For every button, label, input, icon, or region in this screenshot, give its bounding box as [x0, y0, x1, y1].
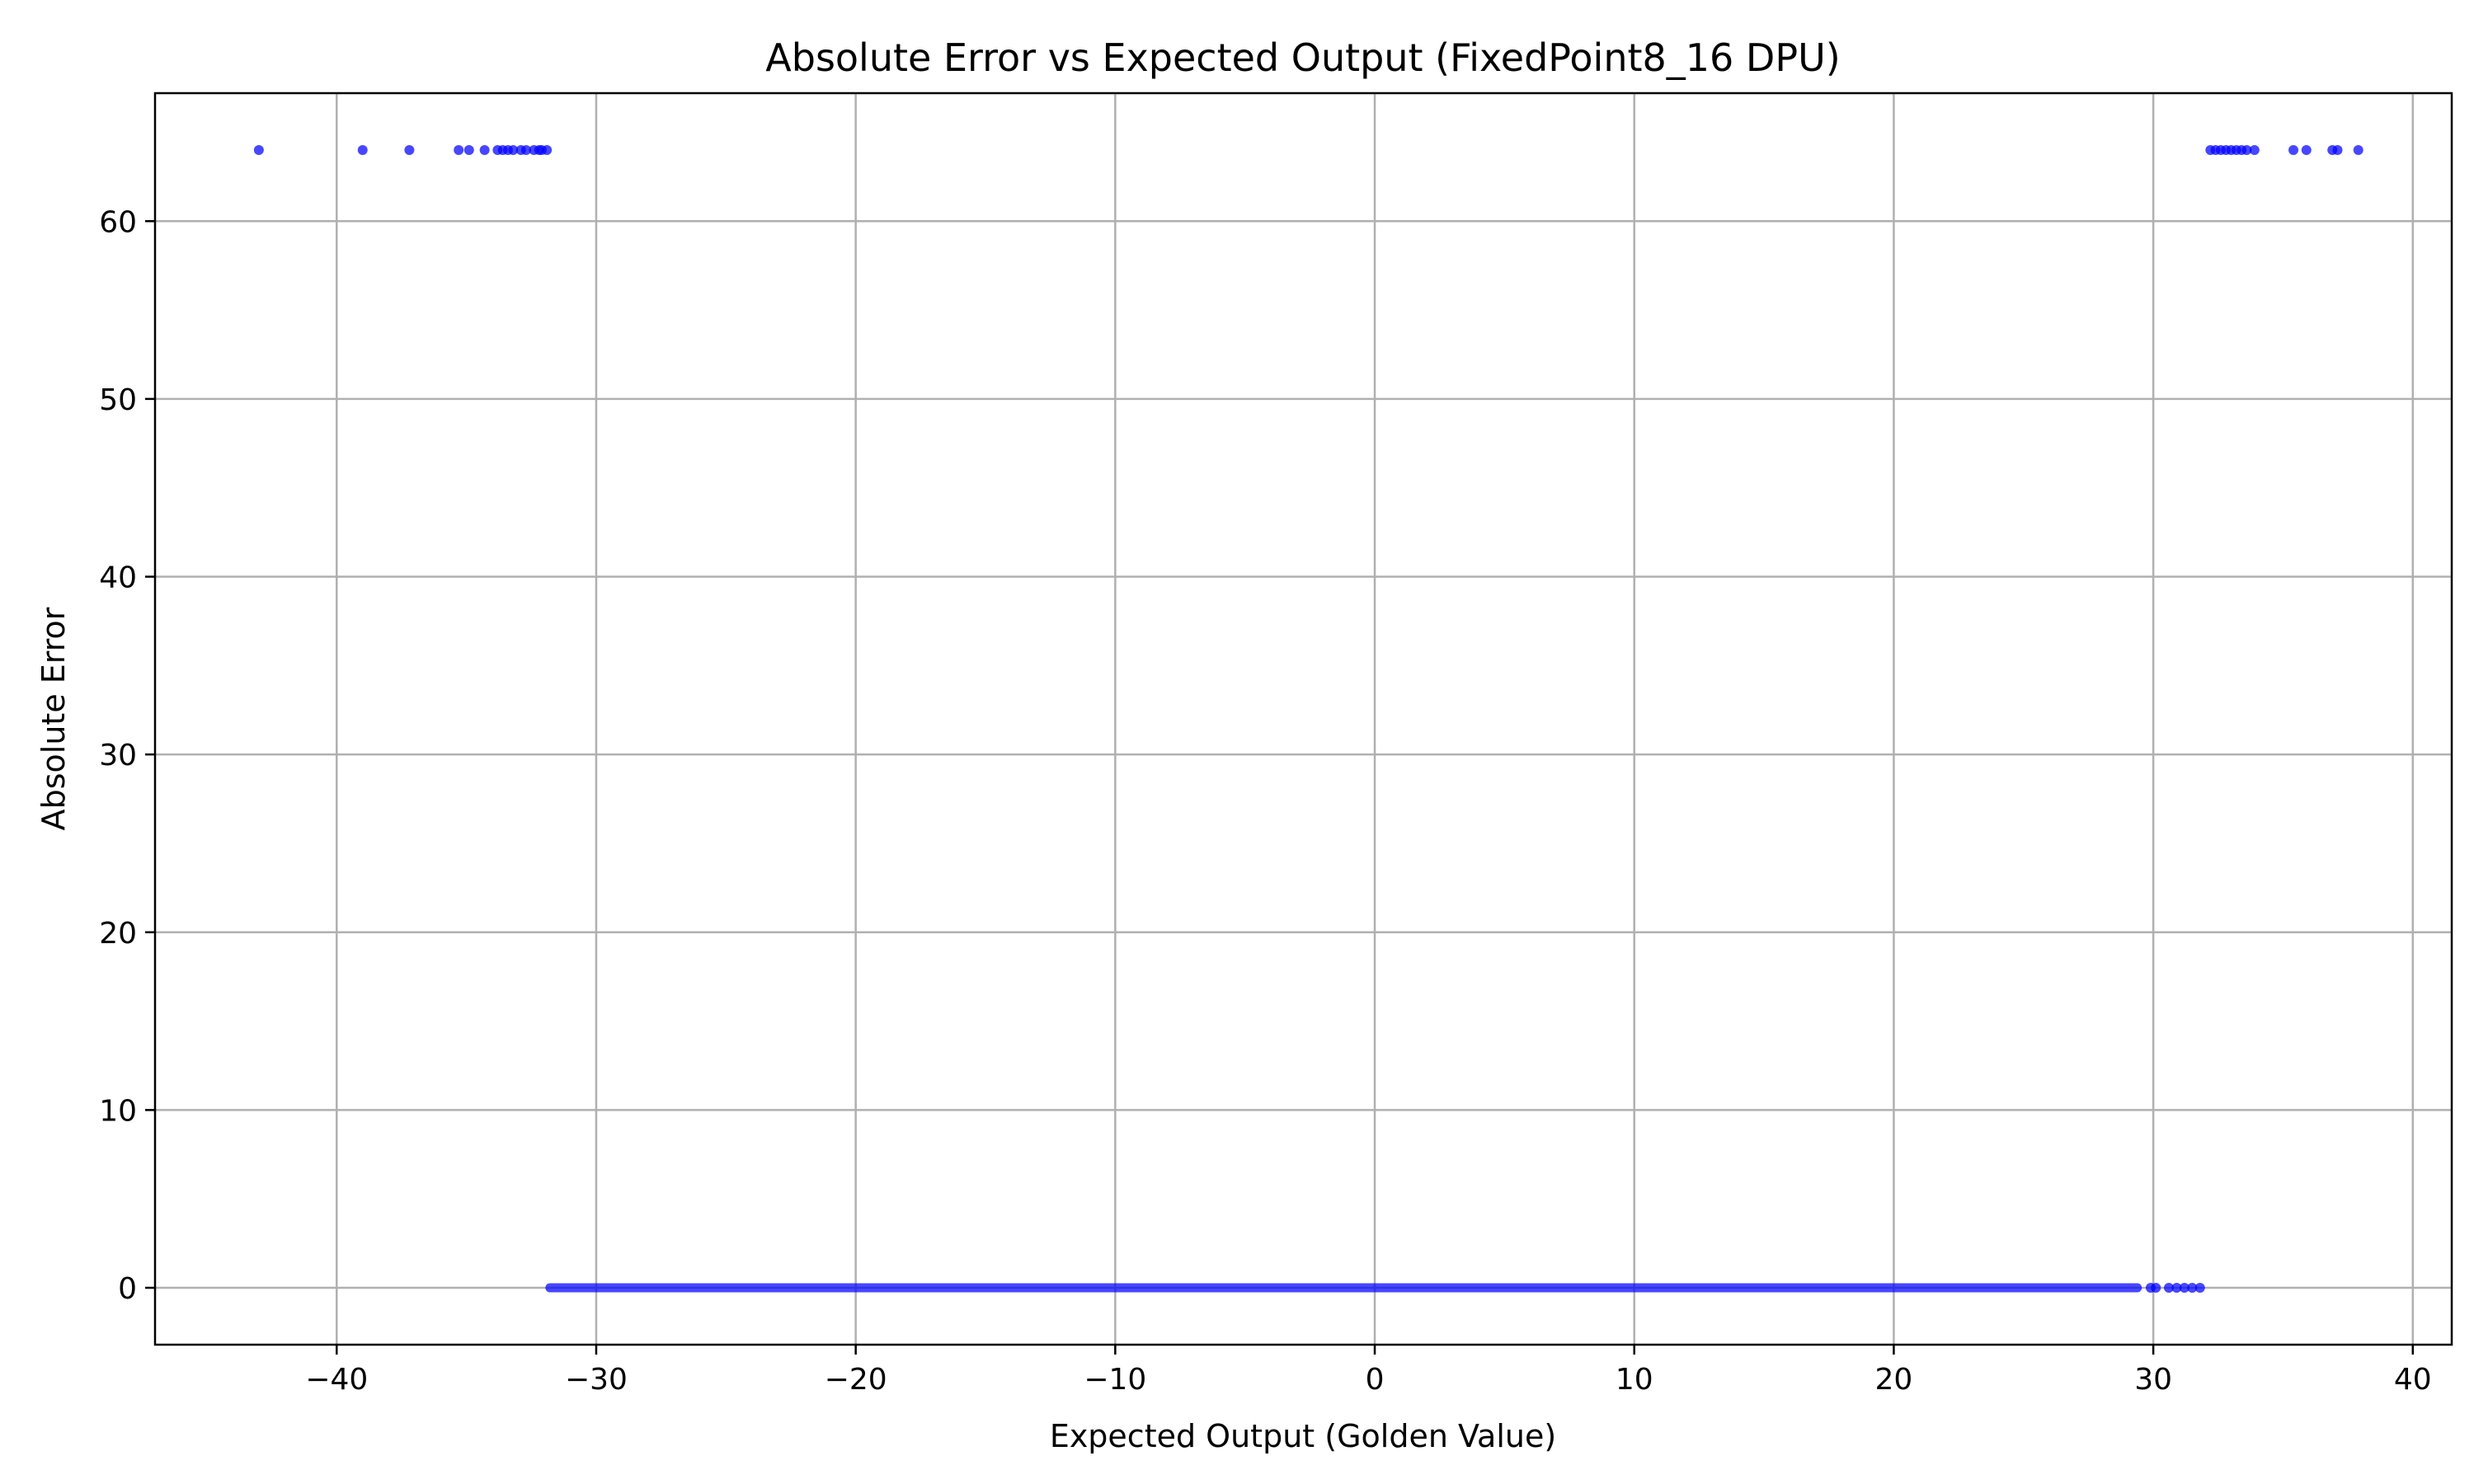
data-point	[2179, 1283, 2189, 1293]
x-axis-label: Expected Output (Golden Value)	[1050, 1418, 1556, 1454]
y-tick-label: 30	[99, 739, 137, 773]
y-tick-label: 20	[99, 917, 137, 951]
dense-point-band	[545, 1283, 2142, 1293]
y-axis-label: Absolute Error	[35, 607, 72, 830]
grid-lines	[155, 93, 2452, 1345]
data-point	[253, 145, 264, 155]
data-point	[2332, 145, 2343, 155]
x-tick-label: −20	[825, 1363, 887, 1397]
plot-frame	[153, 92, 2453, 1346]
x-tick-label: −30	[565, 1363, 628, 1397]
data-point	[508, 145, 519, 155]
data-points	[253, 145, 2363, 1293]
data-point	[2194, 1283, 2205, 1293]
data-point	[2353, 145, 2363, 155]
x-tick-label: 10	[1616, 1363, 1653, 1397]
y-tick-label: 40	[99, 561, 137, 595]
dense-band-layer	[545, 1283, 2142, 1293]
x-tick-label: 30	[2134, 1363, 2172, 1397]
x-tick-label: −40	[305, 1363, 368, 1397]
x-tick-label: 20	[1875, 1363, 1913, 1397]
data-point	[454, 145, 464, 155]
data-point	[2241, 145, 2252, 155]
data-point	[463, 145, 474, 155]
data-point	[2301, 145, 2312, 155]
data-point	[542, 145, 553, 155]
data-point	[2249, 145, 2260, 155]
y-tick-label: 10	[99, 1094, 137, 1128]
x-tick-label: 40	[2394, 1363, 2432, 1397]
ticks: −40 −30 −20 −10 0 10 20 30 40 0 10 20 30 40 50 60	[99, 205, 2432, 1397]
data-point	[2187, 1283, 2198, 1293]
data-point	[2163, 1283, 2174, 1293]
data-point	[2151, 1283, 2161, 1293]
chart-title: Absolute Error vs Expected Output (Fixed…	[765, 35, 1840, 80]
data-point	[521, 145, 532, 155]
x-tick-label: −10	[1084, 1363, 1146, 1397]
y-tick-label: 60	[99, 205, 137, 239]
data-point	[2171, 1283, 2182, 1293]
data-point	[357, 145, 368, 155]
y-tick-label: 50	[99, 383, 137, 417]
data-point	[2288, 145, 2299, 155]
y-tick-label: 0	[118, 1272, 137, 1306]
data-point	[479, 145, 490, 155]
data-point	[404, 145, 415, 155]
x-tick-label: 0	[1366, 1363, 1385, 1397]
